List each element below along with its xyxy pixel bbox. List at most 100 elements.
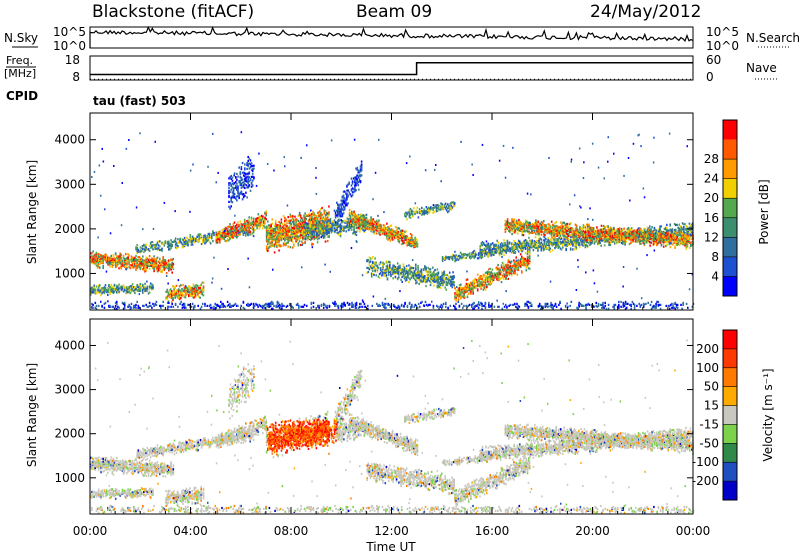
power-cell: [273, 224, 276, 227]
power-cell: [178, 289, 181, 292]
power-cell: [328, 214, 330, 217]
power-cell: [252, 228, 255, 231]
power-cell: [246, 226, 248, 230]
power-cell: [274, 222, 277, 225]
power-cell: [197, 287, 199, 290]
power-cell: [348, 213, 351, 216]
power-cell: [298, 228, 301, 231]
power-cell: [286, 222, 288, 225]
power-cell: [242, 230, 245, 233]
power-cell: [252, 217, 255, 220]
power-cell: [372, 256, 374, 259]
power-cell: [96, 262, 99, 265]
power-cell: [168, 240, 170, 243]
power-cell: [323, 212, 326, 215]
power-cell: [151, 283, 153, 286]
power-cell: [524, 246, 527, 250]
power-cell: [242, 223, 245, 226]
power-cell: [303, 214, 305, 217]
power-cell: [311, 235, 314, 238]
power-cell: [321, 217, 323, 220]
power-cell: [293, 224, 295, 227]
power-cell: [309, 231, 311, 234]
power-cell: [297, 224, 300, 227]
power-cell: [307, 236, 309, 239]
power-cell: [357, 225, 360, 228]
power-cell: [340, 221, 343, 224]
power-cell: [133, 257, 135, 260]
power-cell: [186, 236, 188, 239]
power-cell: [415, 263, 417, 266]
power-cell: [353, 210, 355, 213]
power-cell: [104, 289, 107, 292]
power-cell: [183, 238, 186, 242]
power-cell: [277, 235, 279, 239]
power-cell: [273, 236, 276, 239]
power-cell: [100, 261, 102, 264]
power-cell: [149, 282, 152, 285]
power-cell: [343, 225, 345, 228]
power-cell: [276, 243, 278, 246]
power-cell: [489, 245, 492, 248]
power-cell: [173, 285, 175, 289]
power-cell: [183, 286, 186, 289]
power-cell: [270, 245, 272, 248]
power-cell: [190, 237, 193, 240]
power-cell: [93, 286, 95, 289]
power-cell: [240, 229, 243, 233]
power-cell: [254, 229, 256, 232]
power-cell: [284, 227, 286, 230]
power-cell: [172, 240, 175, 243]
power-cell: [177, 290, 180, 293]
power-cell: [112, 260, 115, 264]
power-cell: [182, 283, 184, 287]
power-cell: [409, 216, 412, 219]
power-cell: [216, 237, 219, 240]
power-cell: [259, 216, 262, 219]
power-cell: [340, 225, 343, 228]
power-cell: [270, 223, 272, 226]
power-cell: [325, 219, 327, 222]
power-cell: [314, 219, 317, 222]
power-cell: [202, 285, 205, 288]
power-cell: [298, 213, 301, 216]
power-cell: [302, 234, 304, 237]
power-cell: [320, 208, 322, 211]
power-cell: [143, 249, 145, 252]
power-cell: [191, 294, 193, 297]
power-cell: [298, 225, 301, 228]
power-cell: [255, 219, 257, 222]
power-cell: [353, 220, 355, 223]
power-cell: [220, 232, 222, 235]
power-cell: [432, 266, 434, 269]
power-cell: [110, 286, 112, 289]
power-cell: [364, 213, 367, 217]
power-cell: [308, 220, 311, 223]
power-cell: [142, 259, 144, 262]
power-cell: [277, 224, 279, 227]
power-cell: [484, 288, 487, 291]
power-cell: [269, 245, 271, 248]
power-cell: [507, 277, 510, 280]
power-cell: [207, 238, 210, 241]
power-cell: [143, 290, 145, 293]
power-cell: [528, 267, 531, 270]
power-cell: [258, 215, 261, 218]
power-cell: [333, 230, 335, 233]
power-cell: [189, 237, 192, 241]
power-cell: [304, 222, 307, 225]
power-cell: [360, 218, 362, 221]
power-cell: [118, 255, 120, 258]
power-cell: [128, 254, 130, 257]
power-cell: [201, 238, 204, 241]
power-cell: [238, 231, 240, 234]
power-cell: [333, 222, 335, 225]
power-cell: [357, 213, 360, 217]
power-cell: [345, 220, 347, 223]
power-cell: [370, 216, 372, 219]
power-cell: [249, 226, 251, 229]
power-cell: [256, 220, 258, 223]
power-cell: [257, 217, 260, 220]
power-cell: [310, 222, 312, 225]
power-cell: [383, 274, 385, 277]
